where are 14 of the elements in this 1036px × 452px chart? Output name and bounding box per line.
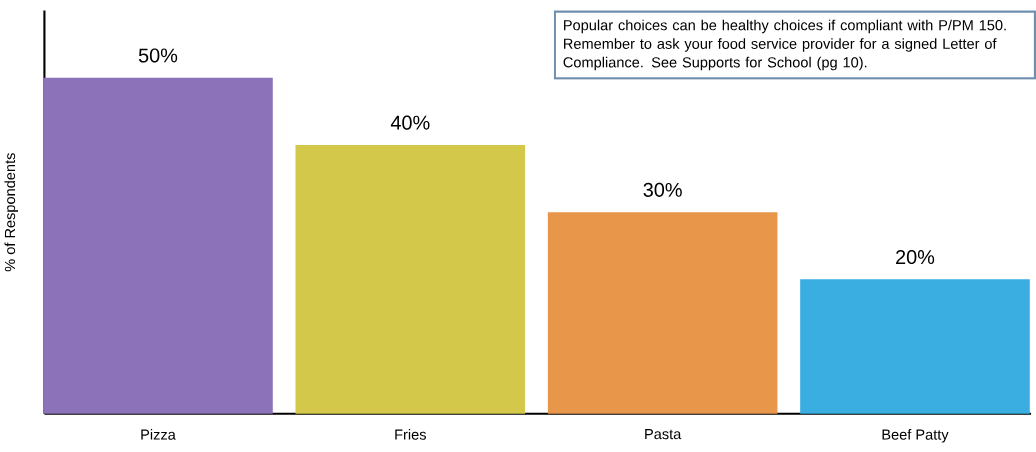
x-tick-label: Fries — [395, 428, 426, 440]
annotation: Popular choices can be healthy choices if compliant with P/PM 150. Remember to ask your food service provider for a signed Letter of Compliance. See Supports for School (pg 10). — [563, 19, 1006, 71]
x-tick-label: Pizza — [141, 428, 176, 440]
data-label: 40% — [390, 115, 430, 130]
x-tick-label: Pasta — [645, 428, 682, 440]
bar — [295, 144, 526, 414]
data-label: 50% — [138, 48, 178, 63]
bar — [547, 212, 778, 414]
data-label: 30% — [643, 182, 682, 197]
x-tick-label: Beef Patty — [882, 428, 949, 443]
bar — [800, 279, 1030, 414]
y-axis-title: % of Respondents — [4, 153, 19, 272]
bar — [43, 77, 273, 414]
data-label: 20% — [896, 249, 935, 264]
